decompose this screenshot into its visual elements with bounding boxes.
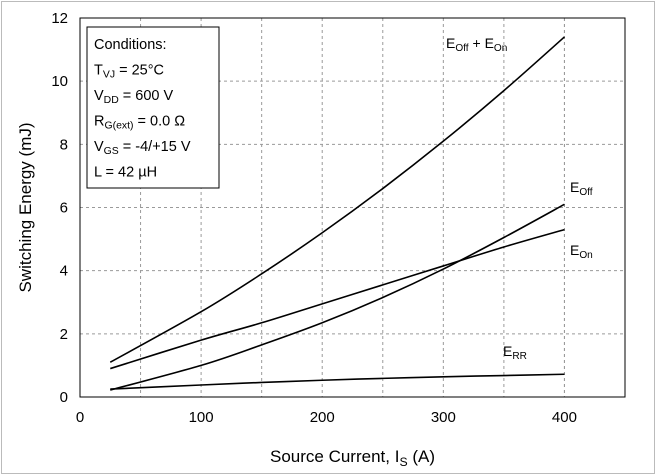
x-tick-label: 100: [189, 409, 214, 426]
plot-area-border: [79, 17, 626, 398]
x-tick-label: 200: [310, 409, 335, 426]
conditions-line: Conditions:: [94, 37, 167, 53]
series-line-err: [110, 373, 565, 390]
y-tick-label: 0: [60, 389, 68, 406]
x-tick-label: 300: [431, 409, 456, 426]
y-tick-label: 6: [60, 200, 68, 217]
conditions-line: TVJ = 25°C: [94, 63, 164, 81]
y-axis-label: Switching Energy (mJ): [16, 122, 35, 292]
conditions-line: L = 42 µH: [94, 165, 157, 181]
conditions-box: [86, 26, 220, 189]
conditions-line: VGS = -4/+15 V: [94, 139, 191, 157]
x-tick-label: 0: [76, 409, 84, 426]
x-axis-label: Source Current, IS (A): [270, 447, 435, 469]
series-line-eoff: [110, 203, 565, 391]
x-tick-label: 400: [552, 409, 577, 426]
series-label-err: ERR: [503, 343, 527, 362]
y-tick-label: 4: [60, 263, 68, 280]
series-line-eoff-plus-eon: [109, 36, 565, 363]
y-tick-label: 2: [60, 326, 68, 343]
y-tick-label: 8: [60, 136, 68, 153]
series-line-eon: [110, 228, 565, 370]
conditions-line: RG(ext) = 0.0 Ω: [94, 114, 185, 132]
series-label-eoff: EOff: [570, 179, 593, 198]
series-label-eoff-plus-eon: EOff + EOn: [446, 35, 507, 54]
series-label-eon: EOn: [570, 242, 593, 261]
conditions-line: VDD = 600 V: [94, 88, 173, 106]
y-tick-label: 12: [51, 10, 68, 27]
y-tick-label: 10: [51, 73, 68, 90]
